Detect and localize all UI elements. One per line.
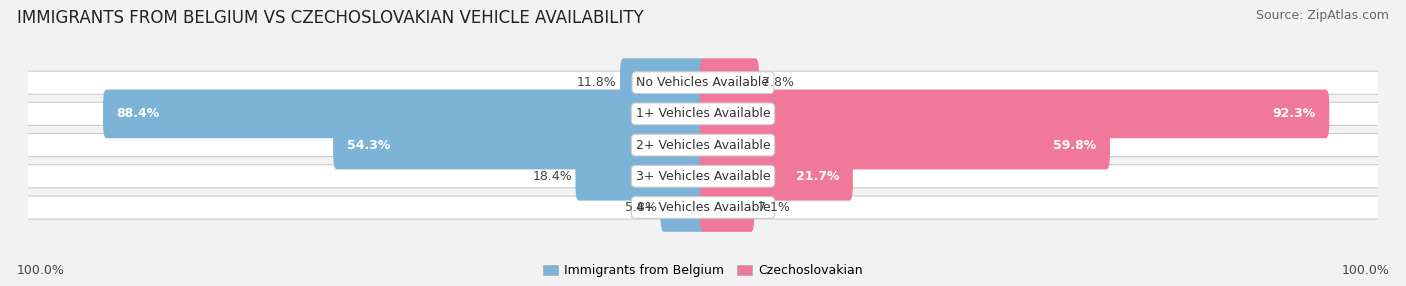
Text: 7.1%: 7.1% (758, 201, 790, 214)
Text: 92.3%: 92.3% (1272, 107, 1316, 120)
Text: 88.4%: 88.4% (117, 107, 160, 120)
Text: 18.4%: 18.4% (533, 170, 572, 183)
Text: 100.0%: 100.0% (1341, 265, 1389, 277)
Text: 3+ Vehicles Available: 3+ Vehicles Available (636, 170, 770, 183)
FancyBboxPatch shape (575, 152, 706, 200)
FancyBboxPatch shape (18, 102, 1388, 126)
FancyBboxPatch shape (103, 90, 706, 138)
Legend: Immigrants from Belgium, Czechoslovakian: Immigrants from Belgium, Czechoslovakian (538, 259, 868, 282)
FancyBboxPatch shape (700, 121, 1109, 169)
Text: Source: ZipAtlas.com: Source: ZipAtlas.com (1256, 9, 1389, 21)
FancyBboxPatch shape (620, 58, 706, 107)
Text: 11.8%: 11.8% (576, 76, 617, 89)
Text: No Vehicles Available: No Vehicles Available (637, 76, 769, 89)
FancyBboxPatch shape (333, 121, 706, 169)
Text: IMMIGRANTS FROM BELGIUM VS CZECHOSLOVAKIAN VEHICLE AVAILABILITY: IMMIGRANTS FROM BELGIUM VS CZECHOSLOVAKI… (17, 9, 644, 27)
Text: 7.8%: 7.8% (762, 76, 794, 89)
FancyBboxPatch shape (700, 90, 1329, 138)
FancyBboxPatch shape (18, 165, 1388, 188)
FancyBboxPatch shape (700, 58, 759, 107)
FancyBboxPatch shape (18, 71, 1388, 94)
Text: 5.8%: 5.8% (626, 201, 657, 214)
Text: 54.3%: 54.3% (347, 139, 389, 152)
FancyBboxPatch shape (18, 134, 1388, 157)
Text: 21.7%: 21.7% (796, 170, 839, 183)
FancyBboxPatch shape (700, 152, 853, 200)
FancyBboxPatch shape (661, 183, 706, 232)
Text: 59.8%: 59.8% (1053, 139, 1097, 152)
FancyBboxPatch shape (700, 183, 754, 232)
Text: 2+ Vehicles Available: 2+ Vehicles Available (636, 139, 770, 152)
FancyBboxPatch shape (18, 196, 1388, 219)
Text: 1+ Vehicles Available: 1+ Vehicles Available (636, 107, 770, 120)
Text: 100.0%: 100.0% (17, 265, 65, 277)
Text: 4+ Vehicles Available: 4+ Vehicles Available (636, 201, 770, 214)
